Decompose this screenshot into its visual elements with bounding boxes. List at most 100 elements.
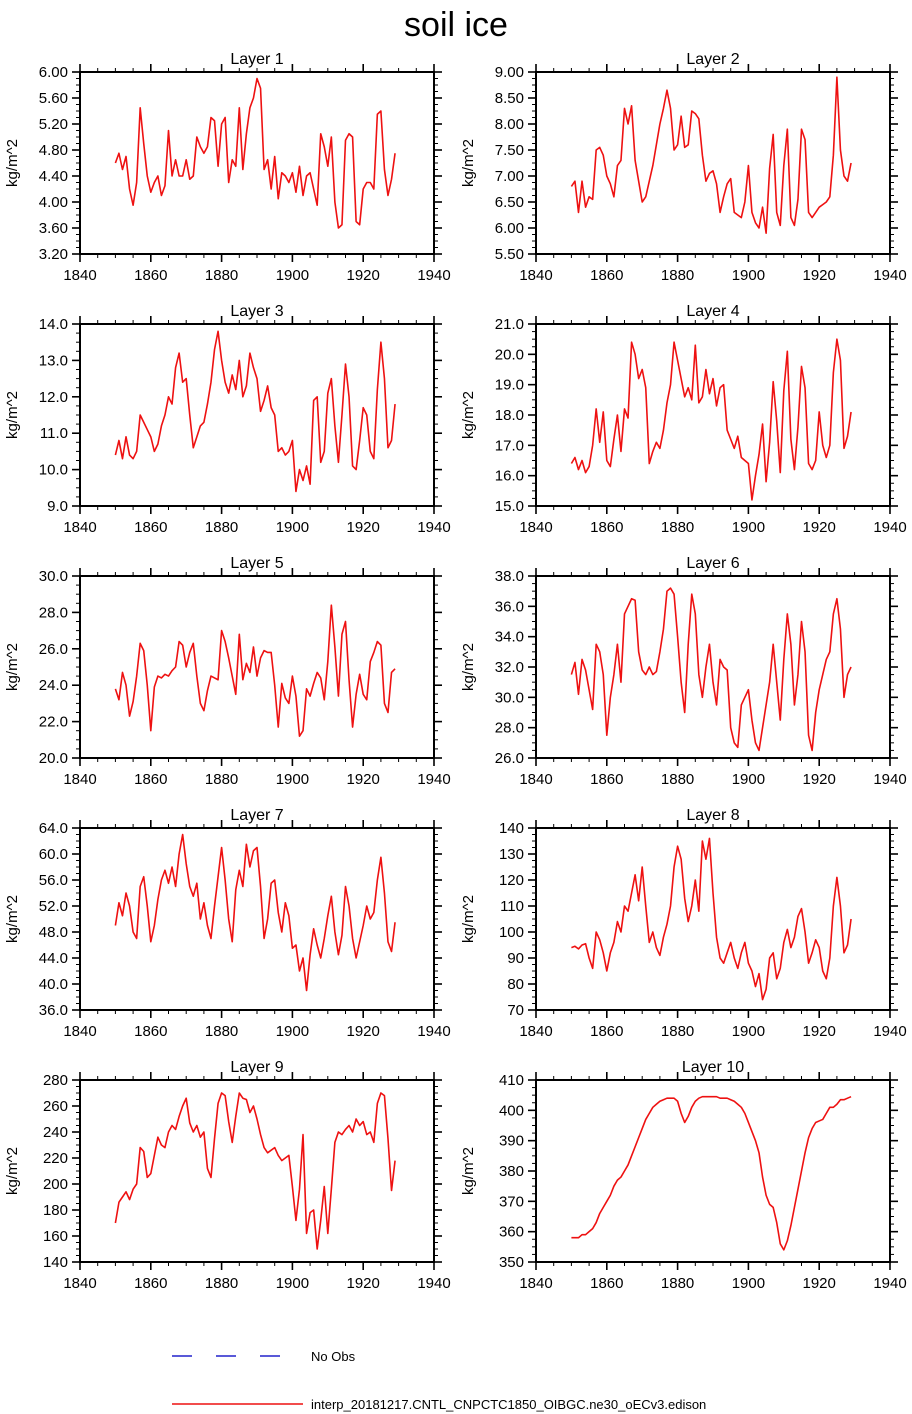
x-tick-label: 1860 (134, 519, 167, 536)
x-tick-label: 1900 (732, 1023, 765, 1040)
x-tick-label: 1900 (276, 519, 309, 536)
x-tick-label: 1840 (519, 1275, 552, 1292)
x-tick-label: 1900 (276, 267, 309, 284)
no-obs-label: No Obs (311, 1348, 356, 1364)
chart-title: Layer 2 (686, 51, 739, 68)
y-tick-label: 44.0 (39, 950, 68, 967)
chart-title: Layer 9 (230, 1059, 283, 1076)
series-line (570, 76, 852, 234)
x-tick-label: 1900 (276, 1023, 309, 1040)
y-tick-label: 70 (507, 1002, 524, 1019)
chart-layer-7: 1840 1860 1880 1900 1920 1940 36.0 40.0 44.0 48.0… (4, 807, 451, 1040)
y-tick-label: 5.20 (39, 116, 68, 133)
legend-row-no-obs: No Obs (170, 1346, 912, 1366)
chart-title: Layer 6 (686, 555, 739, 572)
series-line (114, 330, 396, 493)
y-axis-label: kg/m^2 (4, 895, 21, 943)
x-tick-label: 1920 (347, 267, 380, 284)
chart-panel-layer-1: 1840 1860 1880 1900 1920 1940 3.20 3.60 4.00 4.40… (0, 48, 456, 300)
x-tick-label: 1900 (732, 519, 765, 536)
x-tick-label: 1920 (803, 519, 836, 536)
y-tick-label: 56.0 (39, 872, 68, 889)
y-tick-label: 160 (43, 1228, 68, 1245)
x-tick-label: 1860 (134, 1023, 167, 1040)
x-tick-label: 1920 (803, 771, 836, 788)
y-tick-label: 6.50 (495, 194, 524, 211)
y-tick-label: 11.0 (40, 425, 68, 442)
x-tick-label: 1940 (417, 519, 450, 536)
series-line (571, 1095, 852, 1251)
y-axis-label: kg/m^2 (460, 895, 477, 943)
x-tick-label: 1880 (661, 1275, 694, 1292)
page-title: soil ice (404, 6, 508, 44)
plot-box (79, 1079, 435, 1263)
series-line (570, 338, 852, 501)
y-tick-label: 20.0 (39, 750, 68, 767)
y-tick-label: 32.0 (495, 659, 524, 676)
x-tick-label: 1880 (205, 267, 238, 284)
y-tick-label: 180 (43, 1202, 68, 1219)
x-tick-label: 1920 (803, 1275, 836, 1292)
x-tick-label: 1860 (134, 267, 167, 284)
chart-layer-8: 1840 1860 1880 1900 1920 1940 70 80 90 100 110 120 1… (460, 807, 907, 1040)
x-tick-label: 1900 (732, 771, 765, 788)
chart-layer-4: 1840 1860 1880 1900 1920 1940 15.0 16.0 17.0 18.0… (460, 303, 907, 536)
x-tick-label: 1880 (661, 267, 694, 284)
plot-box (535, 827, 891, 1011)
x-tick-label: 1900 (732, 267, 765, 284)
x-tick-label: 1940 (873, 771, 906, 788)
y-tick-label: 5.60 (39, 90, 68, 107)
x-tick-label: 1860 (590, 1275, 623, 1292)
series-line (114, 604, 396, 737)
y-tick-label: 28.0 (495, 720, 524, 737)
y-axis-label: kg/m^2 (4, 139, 21, 187)
y-tick-label: 110 (500, 898, 524, 915)
y-tick-label: 360 (499, 1224, 524, 1241)
x-tick-label: 1860 (590, 771, 623, 788)
y-tick-label: 52.0 (39, 898, 68, 915)
series-line-icon (172, 1403, 303, 1405)
y-tick-label: 3.20 (39, 246, 68, 263)
chart-layer-6: 1840 1860 1880 1900 1920 1940 26.0 28.0 30.0 32.0… (460, 555, 907, 788)
y-tick-label: 30.0 (495, 689, 524, 706)
y-tick-label: 260 (43, 1098, 68, 1115)
x-tick-label: 1880 (205, 1023, 238, 1040)
y-tick-label: 80 (507, 976, 524, 993)
chart-title: Layer 8 (686, 807, 739, 824)
y-axis-label: kg/m^2 (460, 391, 477, 439)
plot-box (535, 323, 891, 507)
y-tick-label: 64.0 (39, 820, 68, 837)
x-tick-label: 1920 (347, 519, 380, 536)
chart-panel-layer-6: 1840 1860 1880 1900 1920 1940 26.0 28.0 30.0 32.0… (456, 552, 912, 804)
y-tick-label: 36.0 (495, 598, 524, 615)
y-tick-label: 4.80 (39, 142, 68, 159)
x-tick-label: 1840 (63, 1275, 96, 1292)
y-tick-label: 15.0 (495, 498, 524, 515)
plot-box (535, 71, 891, 255)
chart-panel-layer-2: 1840 1860 1880 1900 1920 1940 5.50 6.00 6.50 7.00… (456, 48, 912, 300)
chart-layer-3: 1840 1860 1880 1900 1920 1940 9.0 10.0 11.0 12.0 1… (4, 303, 451, 536)
y-tick-label: 30.0 (39, 568, 68, 585)
y-tick-label: 9.0 (47, 498, 68, 515)
chart-title: Layer 7 (230, 807, 283, 824)
y-tick-label: 4.00 (39, 194, 68, 211)
chart-title: Layer 4 (686, 303, 739, 320)
y-axis-label: kg/m^2 (460, 139, 477, 187)
y-axis-label: kg/m^2 (4, 1147, 21, 1195)
x-tick-label: 1940 (417, 267, 450, 284)
y-tick-label: 90 (507, 950, 524, 967)
x-tick-label: 1920 (347, 1275, 380, 1292)
legend: No Obs interp_20181217.CNTL_CNPCTC1850_O… (0, 1346, 912, 1414)
x-tick-label: 1860 (134, 1275, 167, 1292)
y-tick-label: 10.0 (39, 462, 68, 479)
x-tick-label: 1920 (803, 267, 836, 284)
x-tick-label: 1940 (417, 1023, 450, 1040)
chart-panel-layer-5: 1840 1860 1880 1900 1920 1940 20.0 22.0 24.0 26.0… (0, 552, 456, 804)
y-tick-label: 120 (499, 872, 524, 889)
y-tick-label: 26.0 (495, 750, 524, 767)
y-tick-label: 36.0 (39, 1002, 68, 1019)
x-tick-label: 1880 (661, 519, 694, 536)
x-tick-label: 1840 (519, 267, 552, 284)
y-tick-label: 22.0 (39, 714, 68, 731)
y-tick-label: 5.50 (495, 246, 524, 263)
